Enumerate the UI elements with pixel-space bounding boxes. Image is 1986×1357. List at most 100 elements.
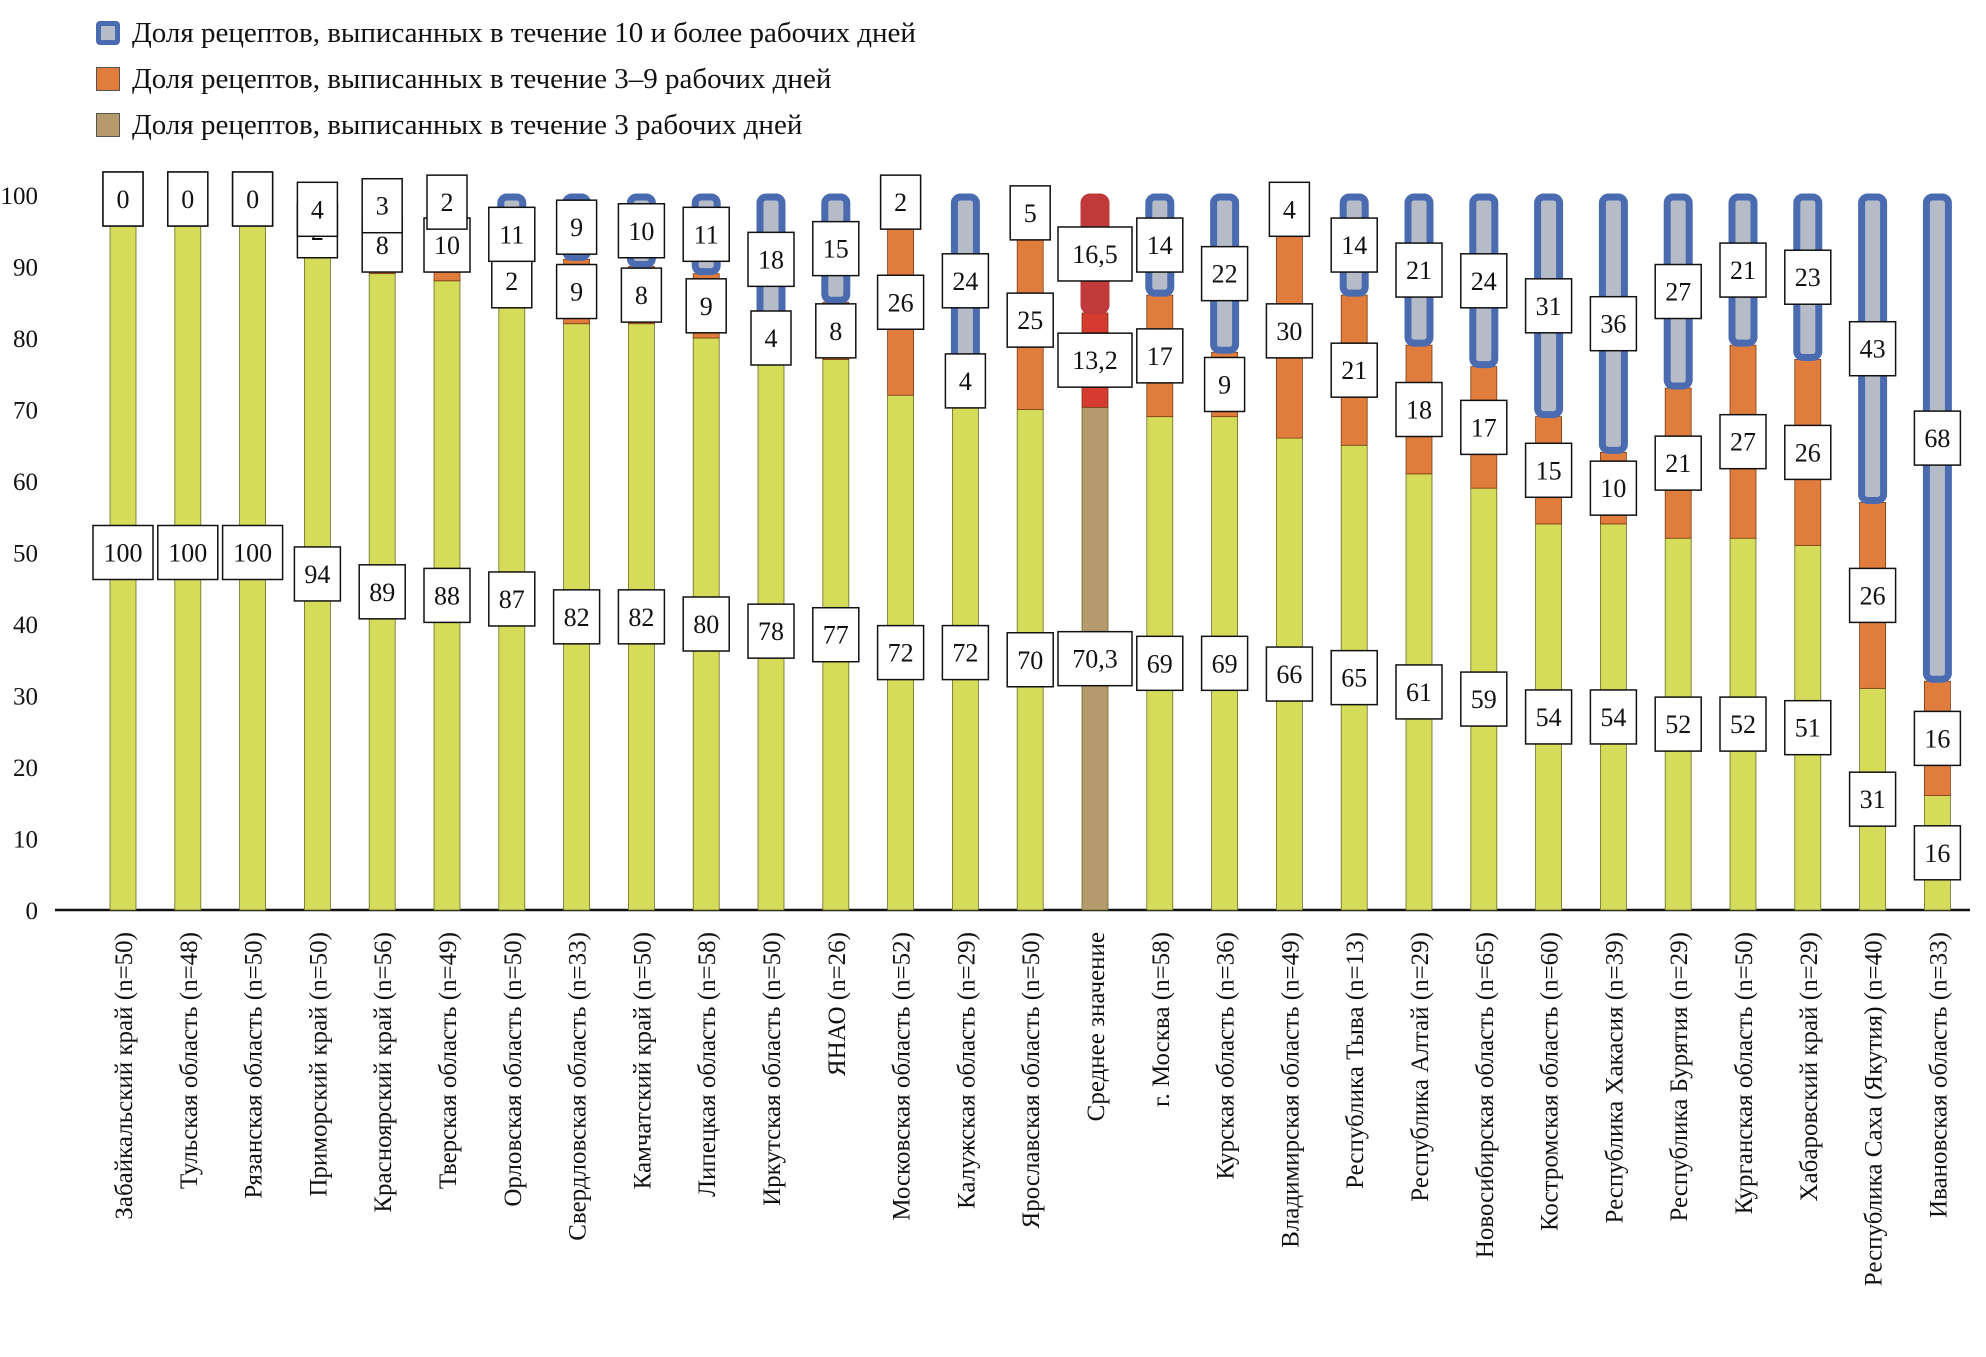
data-label-10-plus-days: 14 xyxy=(1341,231,1367,260)
data-label-3-9-days-box xyxy=(1460,399,1508,456)
data-label-3-days-box xyxy=(617,589,666,645)
data-label-3-9-days-box xyxy=(1057,332,1133,388)
data-label-10-plus-days: 9 xyxy=(570,213,583,242)
data-label-10-plus-days-box xyxy=(1784,249,1832,305)
data-label-3-days: 100 xyxy=(233,539,272,568)
data-label-3-9-days-box xyxy=(1265,303,1314,359)
data-label-10-plus-days-box xyxy=(296,181,339,238)
data-label-10-plus-days-box xyxy=(1913,410,1962,466)
data-label-3-days-box xyxy=(488,571,536,627)
data-label-10-plus-days-box xyxy=(1524,278,1573,334)
legend-label-3-9-days: Доля рецептов, выписанных в течение 3–9 … xyxy=(132,62,832,95)
legend-item-3-days: Доля рецептов, выписанных в течение 3 ра… xyxy=(96,102,916,148)
data-label-3-9-days-box xyxy=(1006,292,1054,348)
data-label-3-days-box xyxy=(1460,671,1508,727)
data-label-3-days: 70 xyxy=(1017,646,1043,675)
data-label-3-days: 31 xyxy=(1860,785,1886,814)
data-label-3-days-box xyxy=(1848,771,1897,827)
data-label-3-9-days: 26 xyxy=(888,288,914,317)
x-category-label: Республика Бурятия (n=29) xyxy=(1666,932,1693,1222)
data-label-3-days-box xyxy=(1136,635,1184,692)
data-label-10-plus-days-box xyxy=(941,253,990,309)
data-label-10-plus-days: 21 xyxy=(1730,256,1756,285)
data-label-3-9-days: 17 xyxy=(1147,342,1173,371)
data-label-3-days: 100 xyxy=(168,539,207,568)
data-label-3-days-box xyxy=(1057,630,1133,687)
x-category-label: Московская область (n=52) xyxy=(889,932,916,1221)
data-label-10-plus-days: 24 xyxy=(952,267,978,296)
data-label-10-plus-days-box xyxy=(102,171,144,227)
data-label-10-plus-days: 18 xyxy=(758,245,784,274)
data-label-10-plus-days-box xyxy=(1330,217,1378,273)
data-label-3-9-days-box xyxy=(1913,710,1962,767)
data-label-3-days-box xyxy=(682,596,730,652)
data-label-3-9-days-box xyxy=(1330,342,1378,398)
data-label-10-plus-days-box xyxy=(1395,242,1443,298)
legend-item-3-9-days: Доля рецептов, выписанных в течение 3–9 … xyxy=(96,56,916,102)
data-label-3-days: 82 xyxy=(628,603,654,632)
data-label-3-9-days: 9 xyxy=(700,292,713,321)
data-label-3-9-days: 27 xyxy=(1730,428,1756,457)
legend-label-10plus-days: Доля рецептов, выписанных в течение 10 и… xyxy=(132,16,916,49)
data-label-3-days-box xyxy=(1589,689,1638,745)
data-label-3-9-days-box xyxy=(944,353,987,409)
data-label-3-days-box xyxy=(423,567,471,624)
data-label-10-plus-days: 21 xyxy=(1406,256,1432,285)
y-tick-label: 0 xyxy=(26,898,39,925)
data-label-3-9-days-box xyxy=(1848,567,1897,624)
data-label-3-9-days-box xyxy=(750,310,792,366)
data-label-3-days: 94 xyxy=(304,560,330,589)
data-label-10-plus-days: 10 xyxy=(628,217,654,246)
data-label-3-days: 80 xyxy=(693,610,719,639)
data-label-3-days-box xyxy=(1913,825,1962,881)
data-label-10-plus-days-box xyxy=(1200,245,1249,302)
data-label-3-days: 82 xyxy=(564,603,590,632)
data-label-3-9-days-box xyxy=(1719,413,1767,470)
data-label-3-9-days-box xyxy=(555,263,598,320)
data-label-3-days-box xyxy=(1719,696,1767,752)
data-label-3-9-days: 9 xyxy=(1218,370,1231,399)
data-label-3-9-days: 26 xyxy=(1860,581,1886,610)
data-label-3-days: 69 xyxy=(1147,649,1173,678)
data-label-10-plus-days: 5 xyxy=(1024,199,1037,228)
legend-item-10plus-days: Доля рецептов, выписанных в течение 10 и… xyxy=(96,10,916,56)
data-label-10-plus-days-box xyxy=(361,177,403,234)
data-label-3-days: 59 xyxy=(1471,685,1497,714)
data-label-10-plus-days: 11 xyxy=(694,220,719,249)
data-label-3-days: 51 xyxy=(1795,714,1821,743)
data-label-10-plus-days-box xyxy=(747,231,795,288)
x-category-label: Свердловская область (n=33) xyxy=(565,932,592,1241)
data-label-10-plus-days: 27 xyxy=(1665,278,1691,307)
data-label-10-plus-days-box xyxy=(426,174,468,230)
data-label-10-plus-days-box xyxy=(812,220,860,277)
data-label-3-days-box xyxy=(221,524,284,581)
data-label-3-9-days-box xyxy=(1784,424,1832,481)
data-label-3-days: 61 xyxy=(1406,678,1432,707)
data-label-3-days: 70,3 xyxy=(1072,645,1118,674)
data-label-10-plus-days-box xyxy=(1848,320,1897,377)
y-tick-label: 40 xyxy=(13,612,38,639)
y-tick-label: 50 xyxy=(13,541,38,568)
data-label-3-9-days-box xyxy=(1395,381,1443,438)
data-label-3-days: 52 xyxy=(1730,710,1756,739)
data-label-10-plus-days-box xyxy=(1460,253,1508,309)
x-category-label: Республика Алтай (n=29) xyxy=(1407,932,1434,1202)
data-label-10-plus-days-box xyxy=(879,174,922,230)
data-label-3-days-box xyxy=(941,624,990,681)
data-label-10-plus-days-box xyxy=(555,199,598,255)
data-label-10-plus-days-box xyxy=(1268,181,1311,238)
data-label-3-days: 16 xyxy=(1924,839,1950,868)
data-label-3-days-box xyxy=(92,524,154,581)
data-label-3-9-days-box xyxy=(685,278,727,334)
x-category-label: Калужская область (n=29) xyxy=(953,932,980,1209)
data-label-10-plus-days: 4 xyxy=(311,195,324,224)
x-category-label: Республика Саха (Якутия) (n=40) xyxy=(1861,932,1888,1286)
x-category-label: Республика Хакасия (n=39) xyxy=(1601,932,1628,1224)
data-label-3-days-box xyxy=(876,624,925,681)
data-label-10-plus-days-box xyxy=(1009,185,1051,241)
data-label-10-plus-days: 4 xyxy=(1283,195,1296,224)
x-category-label: Рязанская область (n=50) xyxy=(241,932,268,1199)
data-label-10-plus-days: 16,5 xyxy=(1072,240,1118,269)
data-label-3-days-box xyxy=(812,606,860,663)
